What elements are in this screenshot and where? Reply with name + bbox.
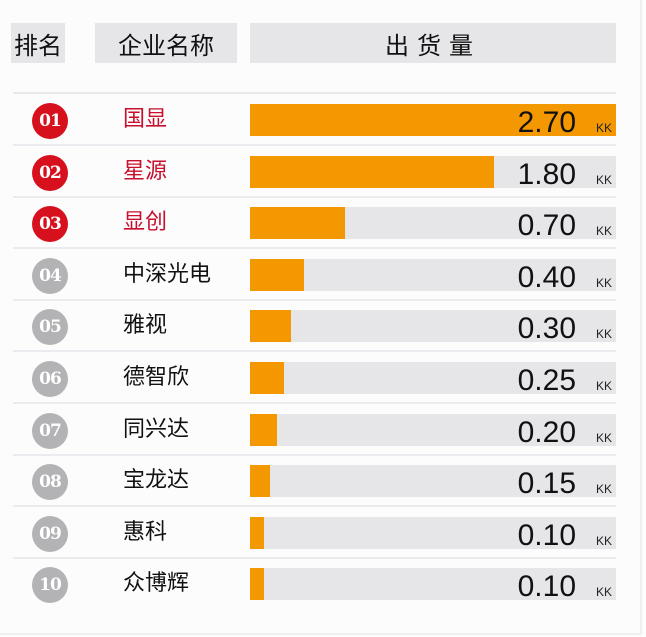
rank-badge: 06 [32,361,68,397]
shipment-value: 0.25 [517,364,576,397]
shipment-value: 0.70 [517,209,576,243]
company-name: 众博辉 [123,571,190,597]
company-name: 国显 [123,107,168,132]
row-divider [13,556,616,559]
shipment-value: 0.10 [517,570,576,604]
ranking-row: 10 众博辉 0.10 KK [13,559,616,610]
company-name: 显创 [123,210,168,236]
ranking-row: 09 惠科 0.10 KK [13,508,616,559]
bar-fill [250,568,264,601]
company-name: 宝龙达 [123,468,190,494]
header-company: 企业名称 [95,23,237,63]
ranking-row: 02 星源 1.80 KK [13,147,616,198]
shipment-value: 2.70 [517,106,576,139]
company-name: 德智欣 [123,365,190,390]
company-name: 同兴达 [123,416,190,442]
shipment-value: 0.15 [517,467,576,501]
row-divider [13,298,616,301]
unit-label: KK [595,327,612,342]
bar-track: 0.15 KK [250,465,616,500]
row-divider [13,247,616,250]
company-name: 雅视 [123,313,168,339]
bar-fill [250,207,345,240]
bar-fill [250,258,304,291]
ranking-row: 08 宝龙达 0.15 KK [13,456,616,508]
rank-badge: 03 [32,206,68,243]
shipment-value: 0.30 [517,312,576,346]
rank-badge: 02 [32,154,68,191]
company-name: 惠科 [123,519,168,545]
shipment-value: 0.20 [517,415,576,449]
unit-label: KK [595,275,612,290]
header-rank: 排名 [11,23,65,63]
bar-fill [250,413,277,446]
row-divider [13,195,616,198]
ranking-row: 04 中深光电 0.40 KK [13,250,616,301]
row-divider [13,144,616,146]
ranking-row: 06 德智欣 0.25 KK [13,353,616,404]
unit-label: KK [595,585,612,600]
shipment-value: 0.40 [517,260,576,294]
bar-fill [250,310,291,343]
bar-fill [250,362,284,394]
unit-label: KK [595,533,612,548]
ranking-row: 07 同兴达 0.20 KK [13,405,616,456]
row-divider [13,402,616,404]
row-divider [13,453,616,456]
rank-badge: 01 [32,103,68,139]
rank-badge: 05 [32,309,68,346]
unit-label: KK [595,430,612,445]
unit-label: KK [595,172,612,187]
unit-label: KK [595,224,612,239]
row-divider [13,350,616,353]
rank-badge: 04 [32,257,68,294]
bar-fill [250,155,494,188]
unit-label: KK [595,482,612,497]
bar-fill [250,104,616,136]
row-divider [13,505,616,508]
bar-track: 0.10 KK [250,516,616,552]
header-shipment: 出货量 [250,23,616,63]
rank-badge: 08 [32,464,68,501]
bar-track: 1.80 KK [250,155,616,191]
ranking-row: 03 显创 0.70 KK [13,198,616,250]
bar-track: 0.30 KK [250,310,616,345]
rank-badge: 07 [32,412,68,449]
bar-fill [250,516,264,549]
bar-track: 2.70 KK [250,104,616,139]
rank-badge: 09 [32,515,68,552]
rank-badge: 10 [32,567,68,604]
company-name: 中深光电 [123,261,212,287]
shipment-value: 1.80 [517,157,576,191]
unit-label: KK [595,379,612,393]
bar-track: 0.70 KK [250,207,616,242]
unit-label: KK [595,121,612,135]
bar-fill [250,465,270,498]
header-divider [13,92,616,94]
bar-track: 0.10 KK [250,568,616,603]
company-name: 星源 [123,158,168,184]
ranking-row: 05 雅视 0.30 KK [13,301,616,353]
bar-track: 0.40 KK [250,258,616,294]
bar-track: 0.25 KK [250,362,616,397]
ranking-row: 01 国显 2.70 KK [13,95,616,146]
bar-track: 0.20 KK [250,413,616,449]
shipment-value: 0.10 [517,518,576,552]
